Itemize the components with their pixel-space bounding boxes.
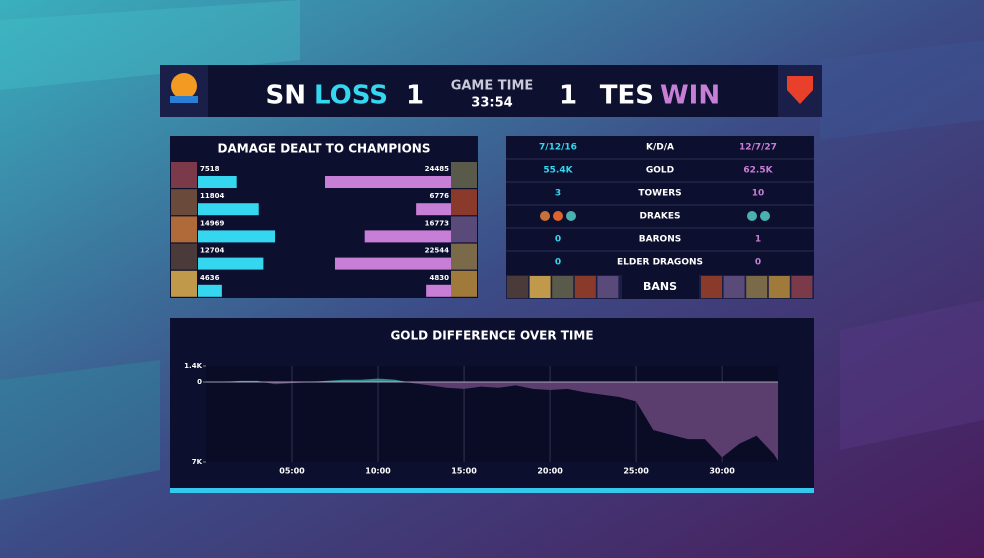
ban-portrait — [746, 276, 768, 298]
damage-value: 24485 — [425, 165, 449, 173]
damage-bar — [416, 203, 451, 216]
left-stat: 0 — [555, 258, 561, 268]
damage-panel — [170, 136, 478, 298]
damage-value: 4636 — [200, 274, 220, 282]
right-stat: 0 — [755, 258, 761, 268]
bans-label: BANS — [643, 280, 677, 293]
bg-shape — [820, 40, 984, 140]
damage-bar — [325, 176, 451, 188]
damage-value: 16773 — [425, 219, 449, 227]
champion-portrait — [451, 162, 477, 188]
team-name: TES — [600, 81, 654, 111]
bg-shape — [840, 300, 984, 450]
champion-portrait — [171, 243, 197, 270]
gold-area-negative — [206, 382, 778, 461]
right-stat: 1 — [755, 235, 761, 245]
drake-icon — [566, 211, 576, 221]
drake-icon — [747, 211, 757, 221]
damage-value: 6776 — [430, 192, 450, 200]
stat-label: ELDER DRAGONS — [617, 258, 703, 268]
ban-portrait — [597, 276, 619, 298]
x-tick-label: 05:00 — [279, 467, 305, 476]
damage-bar — [334, 257, 451, 270]
damage-value: 4830 — [430, 274, 450, 282]
champion-portrait — [171, 162, 197, 188]
gold-area-positive — [206, 378, 778, 382]
champion-portrait — [451, 189, 477, 216]
x-tick-label: 30:00 — [709, 467, 735, 476]
panel-title: DAMAGE DEALT TO CHAMPIONS — [218, 142, 431, 156]
ban-portrait — [529, 276, 551, 298]
stat-label: DRAKES — [640, 212, 681, 222]
ban-portrait — [574, 276, 596, 298]
game-time-label: GAME TIME — [451, 79, 534, 94]
y-tick-label: 7K — [192, 458, 203, 466]
result: WIN — [660, 81, 720, 111]
damage-value: 12704 — [200, 247, 224, 255]
result: LOSS — [314, 81, 388, 111]
right-stat: 12/7/27 — [739, 143, 777, 153]
champion-portrait — [171, 216, 197, 243]
champion-portrait — [171, 270, 197, 297]
header-bar — [160, 65, 822, 117]
bans-box — [622, 275, 699, 299]
ban-portrait — [507, 276, 528, 298]
x-tick-label: 10:00 — [365, 467, 391, 476]
game-time: 33:54 — [471, 96, 512, 111]
bg-shape — [0, 360, 160, 500]
accent-bar — [170, 488, 814, 493]
ban-portrait — [791, 276, 813, 298]
damage-value: 14969 — [200, 219, 224, 227]
ban-portrait — [552, 276, 574, 298]
ban-portrait — [701, 276, 722, 298]
champion-portrait — [451, 270, 477, 297]
damage-bar — [198, 203, 259, 216]
panel-title: GOLD DIFFERENCE OVER TIME — [390, 329, 593, 343]
stat-label: GOLD — [646, 166, 674, 176]
damage-bar — [426, 284, 451, 297]
x-tick-label: 20:00 — [537, 467, 563, 476]
right-stat: 10 — [752, 189, 765, 199]
damage-bar — [198, 284, 222, 297]
team-logo-mark — [170, 96, 198, 103]
damage-value: 7518 — [200, 165, 220, 173]
drake-icon — [760, 211, 770, 221]
score: 1 — [559, 81, 577, 111]
x-tick-label: 25:00 — [623, 467, 649, 476]
y-tick-label: 0 — [197, 378, 202, 386]
damage-value: 11804 — [200, 192, 224, 200]
champion-portrait — [451, 243, 477, 270]
stat-label: TOWERS — [638, 189, 681, 199]
drake-icon — [540, 211, 550, 221]
damage-bar — [198, 176, 237, 188]
damage-value: 22544 — [425, 247, 449, 255]
team-logo-mark — [787, 76, 813, 104]
drake-icon — [553, 211, 563, 221]
champion-portrait — [171, 189, 197, 216]
score: 1 — [406, 81, 424, 111]
left-stat: 0 — [555, 235, 561, 245]
stat-label: BARONS — [639, 235, 681, 245]
damage-bar — [198, 257, 264, 270]
stat-label: K/D/A — [646, 143, 674, 153]
team-logo-mark — [171, 73, 197, 99]
y-tick-label: 1.4K — [184, 362, 202, 370]
left-stat: 3 — [555, 189, 561, 199]
ban-portrait — [768, 276, 790, 298]
damage-bar — [198, 230, 276, 243]
champion-portrait — [451, 216, 477, 243]
ban-portrait — [723, 276, 745, 298]
x-tick-label: 15:00 — [451, 467, 477, 476]
team-name: SN — [266, 81, 307, 111]
left-stat: 55.4K — [543, 166, 573, 176]
left-stat: 7/12/16 — [539, 143, 577, 153]
damage-bar — [364, 230, 451, 243]
right-stat: 62.5K — [743, 166, 773, 176]
